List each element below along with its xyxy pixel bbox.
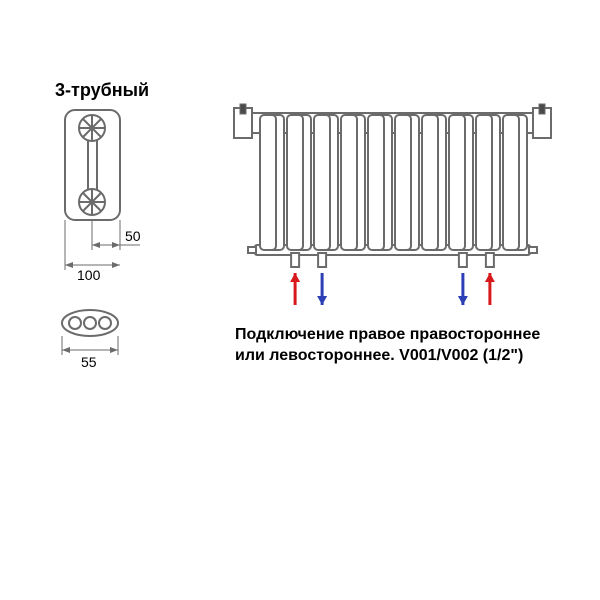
main-radiator-diagram <box>230 95 570 325</box>
dim-50-label: 50 <box>125 228 141 244</box>
top-view-diagram: 55 <box>55 305 165 375</box>
diagram-container: 3-трубный 50 100 <box>0 0 600 600</box>
caption-text: Подключение правое правостороннее или ле… <box>235 325 565 367</box>
dim-55-label: 55 <box>81 354 97 370</box>
caption-line1: Подключение правое правостороннее <box>235 326 540 343</box>
side-view-title: 3-трубный <box>55 80 149 101</box>
dim-100-label: 100 <box>77 267 101 283</box>
side-view-diagram: 50 100 <box>55 105 185 305</box>
caption-line2: или левостороннее. V001/V002 (1/2") <box>235 347 523 364</box>
